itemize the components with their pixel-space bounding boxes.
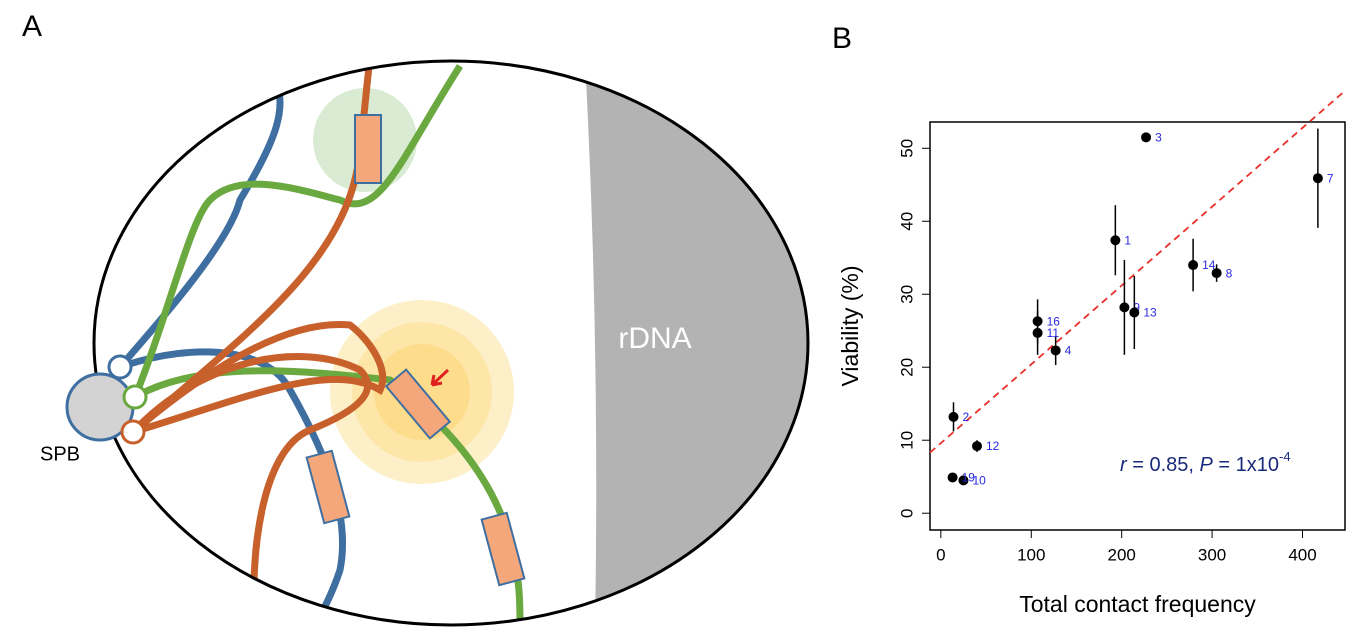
point [1110,235,1120,245]
anchor [122,421,144,443]
point [948,472,958,482]
annotation-part: = 1x10 [1213,454,1279,476]
point-label: 1 [1124,233,1131,247]
x-tick-label: 300 [1198,545,1226,564]
y-tick-label: 0 [897,508,916,517]
point-label: 2 [963,410,970,424]
point-label: 19 [962,471,976,485]
y-tick-label: 10 [897,431,916,450]
point [1051,345,1061,355]
y-tick-label: 20 [897,358,916,377]
panel-label: B [832,22,852,55]
annotation-part: P [1200,454,1214,476]
point [1313,173,1323,183]
locus [482,513,525,585]
point [1119,302,1129,312]
point [972,441,982,451]
point [1033,316,1043,326]
point-label: 8 [1226,266,1233,280]
point-label: 14 [1202,258,1216,272]
x-tick-label: 400 [1288,545,1316,564]
x-tick-label: 100 [1017,545,1045,564]
rdna-label: rDNA [618,322,691,355]
spb-label: SPB [40,443,80,465]
y-tick-label: 50 [897,139,916,158]
anchor [124,386,146,408]
fit-line [930,91,1345,453]
y-tick-label: 30 [897,285,916,304]
panel-label: A [22,10,42,43]
point-label: 3 [1155,130,1162,144]
point-label: 7 [1327,171,1334,185]
point-label: 16 [1047,314,1061,328]
figure: A rDNA SPB B01002003004000102030405 [0,0,1358,629]
point [949,412,959,422]
x-axis-label: Total contact frequency [1019,591,1256,617]
point [1141,132,1151,142]
point [1129,307,1139,317]
annotation: r = 0.85, P = 1x10-4 [1120,449,1291,476]
scatter-plot: B 0 100 200 300 400 0 10 20 30 40 50 Total contact f… [832,22,1345,617]
x-tick-label: 200 [1107,545,1135,564]
point-label: 4 [1065,344,1072,358]
x-tick-label: 0 [936,545,945,564]
annotation-part: -4 [1279,449,1291,464]
point [1188,260,1198,270]
y-axis-label: Viability (%) [837,266,863,387]
y-tick-label: 40 [897,212,916,231]
point-label: 12 [986,439,1000,453]
anchor [109,356,131,378]
locus [355,115,381,183]
locus [307,451,350,523]
diagram: A rDNA SPB [22,10,820,629]
point-label: 13 [1143,306,1157,320]
annotation-part: = 0.85, [1127,454,1200,476]
